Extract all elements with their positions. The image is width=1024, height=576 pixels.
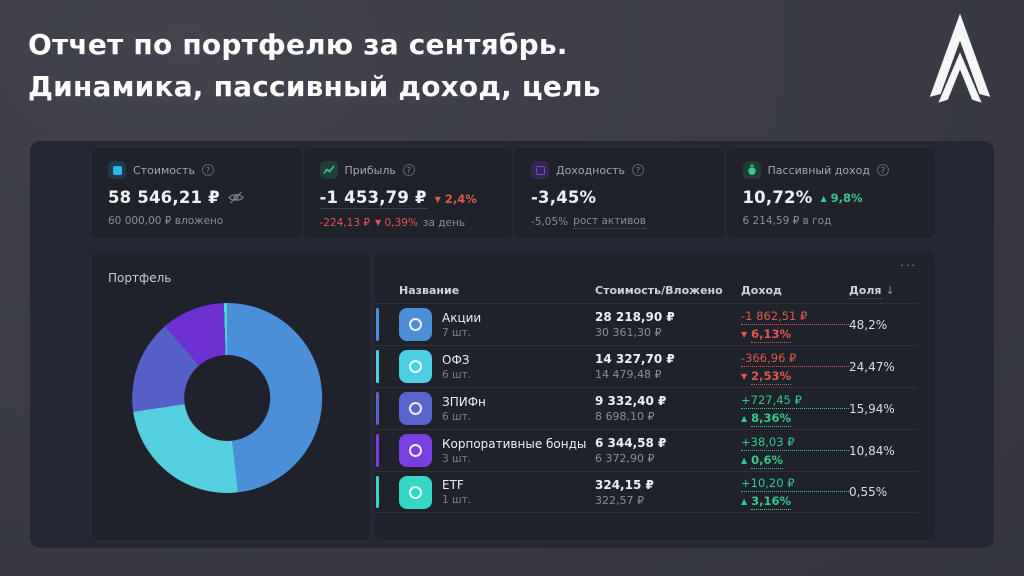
asset-icon bbox=[399, 475, 432, 509]
asset-icon bbox=[399, 392, 432, 425]
stat-card-value: Стоимость ? 58 546,21 ₽ 60 000,00 ₽ влож… bbox=[92, 148, 301, 238]
coin-ring-icon bbox=[409, 318, 422, 331]
stats-row: Стоимость ? 58 546,21 ₽ 60 000,00 ₽ влож… bbox=[92, 148, 935, 238]
table-row-corp-bonds[interactable]: Корпоративные бонды 3 шт. 6 344,58 ₽6 372… bbox=[375, 429, 917, 471]
more-menu-icon[interactable]: ··· bbox=[900, 259, 917, 272]
yield-badge bbox=[531, 161, 549, 179]
help-icon[interactable]: ? bbox=[201, 164, 214, 176]
portfolio-donut-chart[interactable] bbox=[132, 303, 323, 493]
table-row-zpifn[interactable]: ЗПИФн 6 шт. 9 332,40 ₽8 698,10 ₽ +727,45 … bbox=[375, 387, 917, 429]
dashboard-panel: Стоимость ? 58 546,21 ₽ 60 000,00 ₽ влож… bbox=[30, 141, 994, 548]
eye-off-icon[interactable] bbox=[228, 191, 244, 204]
row-accent-bar bbox=[376, 392, 379, 425]
asset-icon bbox=[399, 308, 432, 341]
assets-table-panel: ··· Название Стоимость/Вложено Доход Дол… bbox=[375, 253, 935, 540]
coin-ring-icon bbox=[409, 444, 422, 457]
delta-badge: ▼ 2,4% bbox=[434, 191, 477, 206]
table-row-etf[interactable]: ETF 1 шт. 324,15 ₽322,57 ₽ +10,20 ₽ ▲ 3,16… bbox=[375, 471, 917, 513]
profit-badge bbox=[319, 161, 338, 179]
stat-label: Прибыль bbox=[344, 163, 396, 177]
row-accent-bar bbox=[376, 308, 379, 341]
stat-card-yield: Доходность ? -3,45% -5,05% рост активов bbox=[515, 148, 724, 238]
row-accent-bar bbox=[376, 476, 379, 508]
column-header-income: Доход bbox=[741, 283, 782, 297]
stat-subtext: 60 000,00 ₽ вложено bbox=[108, 215, 224, 227]
stat-sub-suffix: за день bbox=[422, 217, 466, 229]
triangle-down-icon: ▼ bbox=[741, 329, 748, 339]
stat-sub-value: -5,05% bbox=[531, 216, 569, 228]
help-icon[interactable]: ? bbox=[876, 164, 889, 176]
stat-label: Пассивный доход bbox=[767, 163, 870, 177]
triangle-down-icon: ▼ bbox=[434, 194, 441, 204]
triangle-down-icon: ▼ bbox=[375, 218, 382, 227]
table-row-ofz[interactable]: ОФЗ 6 шт. 14 327,70 ₽14 479,48 ₽ -366,96 … bbox=[375, 345, 917, 387]
coin-ring-icon bbox=[409, 402, 422, 415]
triangle-up-icon: ▲ bbox=[820, 193, 827, 203]
passive-income-badge bbox=[742, 161, 761, 179]
portfolio-panel: Портфель bbox=[92, 253, 370, 540]
value-badge bbox=[108, 161, 126, 179]
stat-label: Доходность bbox=[556, 163, 626, 177]
asset-icon bbox=[399, 434, 432, 467]
triangle-up-icon: ▲ bbox=[741, 413, 748, 423]
table-header: Название Стоимость/Вложено Доход Доля ↓ bbox=[375, 277, 917, 303]
page-title: Отчет по портфелю за сентябрь. Динамика,… bbox=[28, 24, 601, 108]
triangle-up-icon: ▲ bbox=[741, 497, 748, 506]
row-accent-bar bbox=[376, 350, 379, 383]
coin-ring-icon bbox=[409, 485, 422, 499]
stat-sub-suffix[interactable]: рост активов bbox=[573, 215, 646, 229]
portfolio-title: Портфель bbox=[108, 271, 172, 285]
table-row-akcii[interactable]: Акции 7 шт. 28 218,90 ₽30 361,30 ₽ -1 862… bbox=[375, 303, 917, 345]
stat-card-profit: Прибыль ? -1 453,79 ₽ ▼ 2,4% -224,13 ₽ ▼… bbox=[303, 148, 512, 238]
stat-label: Стоимость bbox=[133, 163, 195, 177]
stat-card-passive-income: Пассивный доход ? 10,72% ▲ 9,8% 6 214,59… bbox=[726, 148, 935, 238]
money-bag-icon bbox=[747, 164, 756, 175]
chart-line-icon bbox=[322, 165, 335, 174]
help-icon[interactable]: ? bbox=[402, 164, 415, 176]
sort-down-icon: ↓ bbox=[885, 283, 895, 297]
brand-double-chevron-logo bbox=[929, 13, 991, 103]
column-header-share[interactable]: Доля ↓ bbox=[849, 283, 895, 299]
table-body: Акции 7 шт. 28 218,90 ₽30 361,30 ₽ -1 862… bbox=[375, 303, 917, 513]
stat-value: -3,45% bbox=[531, 188, 597, 207]
delta-badge: ▲ 9,8% bbox=[820, 190, 863, 205]
column-header-name: Название bbox=[399, 283, 460, 297]
triangle-up-icon: ▲ bbox=[741, 455, 748, 465]
triangle-down-icon: ▼ bbox=[741, 371, 748, 381]
stat-value: -1 453,79 ₽ bbox=[319, 188, 427, 209]
stat-sub-change: -224,13 ₽ bbox=[319, 217, 371, 229]
page-title-line1: Отчет по портфелю за сентябрь. bbox=[28, 28, 568, 61]
value-square-icon bbox=[112, 165, 122, 175]
asset-icon bbox=[399, 350, 432, 383]
column-header-value: Стоимость/Вложено bbox=[595, 283, 723, 297]
help-icon[interactable]: ? bbox=[632, 164, 645, 176]
stat-subtext: 6 214,59 ₽ в год bbox=[742, 215, 832, 227]
stat-value: 58 546,21 ₽ bbox=[108, 188, 220, 207]
stat-value: 10,72% bbox=[742, 188, 813, 207]
square-outline-icon bbox=[535, 165, 545, 175]
stat-sub-delta: ▼ 0,39% bbox=[375, 217, 418, 229]
row-accent-bar bbox=[376, 434, 379, 467]
page-title-line2: Динамика, пассивный доход, цель bbox=[28, 70, 601, 103]
coin-ring-icon bbox=[409, 360, 422, 373]
